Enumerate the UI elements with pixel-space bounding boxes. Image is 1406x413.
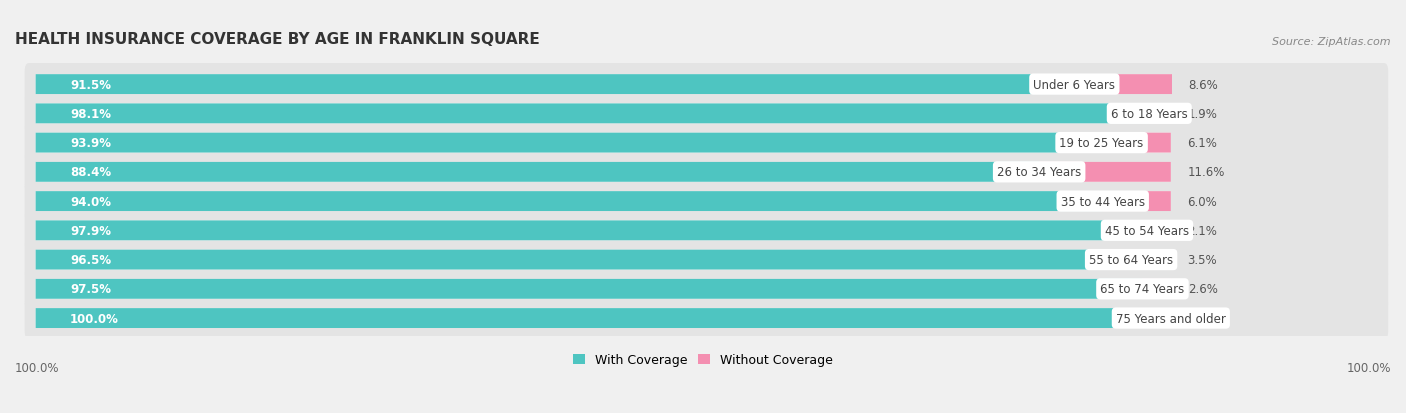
Text: 0.0%: 0.0% [1187,312,1218,325]
FancyBboxPatch shape [35,133,1171,153]
FancyBboxPatch shape [35,192,1171,211]
FancyBboxPatch shape [25,152,1388,193]
Text: 100.0%: 100.0% [15,361,59,374]
Text: 26 to 34 Years: 26 to 34 Years [997,166,1081,179]
FancyBboxPatch shape [1149,104,1171,124]
FancyBboxPatch shape [35,279,1143,299]
FancyBboxPatch shape [25,64,1388,106]
Text: Under 6 Years: Under 6 Years [1033,78,1115,91]
Text: 1.9%: 1.9% [1187,108,1218,121]
Text: 91.5%: 91.5% [70,78,111,91]
Text: 94.0%: 94.0% [70,195,111,208]
FancyBboxPatch shape [35,309,1171,328]
FancyBboxPatch shape [1102,192,1171,211]
FancyBboxPatch shape [35,162,1171,183]
FancyBboxPatch shape [25,180,1388,223]
Text: 97.5%: 97.5% [70,282,111,296]
Text: 6.1%: 6.1% [1187,137,1218,150]
Text: 97.9%: 97.9% [70,224,111,237]
FancyBboxPatch shape [1143,279,1173,299]
FancyBboxPatch shape [35,192,1102,211]
Text: 96.5%: 96.5% [70,254,111,266]
FancyBboxPatch shape [35,75,1074,95]
FancyBboxPatch shape [35,309,1171,328]
FancyBboxPatch shape [35,221,1147,241]
Text: 93.9%: 93.9% [70,137,111,150]
FancyBboxPatch shape [1074,75,1173,95]
FancyBboxPatch shape [35,250,1171,270]
Text: 55 to 64 Years: 55 to 64 Years [1090,254,1173,266]
Text: 88.4%: 88.4% [70,166,111,179]
FancyBboxPatch shape [1039,162,1171,183]
Text: 45 to 54 Years: 45 to 54 Years [1105,224,1189,237]
Text: Source: ZipAtlas.com: Source: ZipAtlas.com [1272,37,1391,47]
FancyBboxPatch shape [25,268,1388,310]
Text: 19 to 25 Years: 19 to 25 Years [1060,137,1143,150]
Text: 2.6%: 2.6% [1188,282,1219,296]
FancyBboxPatch shape [35,104,1171,124]
FancyBboxPatch shape [35,250,1130,270]
Text: 2.1%: 2.1% [1187,224,1218,237]
Text: HEALTH INSURANCE COVERAGE BY AGE IN FRANKLIN SQUARE: HEALTH INSURANCE COVERAGE BY AGE IN FRAN… [15,32,540,47]
FancyBboxPatch shape [35,162,1039,183]
FancyBboxPatch shape [25,239,1388,281]
Text: 8.6%: 8.6% [1188,78,1218,91]
FancyBboxPatch shape [25,122,1388,164]
Text: 6 to 18 Years: 6 to 18 Years [1111,108,1188,121]
FancyBboxPatch shape [35,221,1171,241]
Text: 6.0%: 6.0% [1187,195,1218,208]
Text: 65 to 74 Years: 65 to 74 Years [1101,282,1185,296]
Text: 75 Years and older: 75 Years and older [1116,312,1226,325]
Text: 100.0%: 100.0% [70,312,120,325]
FancyBboxPatch shape [35,104,1149,124]
FancyBboxPatch shape [35,75,1171,95]
FancyBboxPatch shape [25,297,1388,339]
FancyBboxPatch shape [35,133,1101,153]
FancyBboxPatch shape [1101,133,1171,153]
Text: 35 to 44 Years: 35 to 44 Years [1060,195,1144,208]
FancyBboxPatch shape [1130,250,1171,270]
Text: 100.0%: 100.0% [1347,361,1391,374]
FancyBboxPatch shape [35,279,1171,299]
FancyBboxPatch shape [25,210,1388,252]
FancyBboxPatch shape [1147,221,1171,241]
Text: 11.6%: 11.6% [1187,166,1225,179]
Legend: With Coverage, Without Coverage: With Coverage, Without Coverage [572,354,834,366]
Text: 98.1%: 98.1% [70,108,111,121]
FancyBboxPatch shape [25,93,1388,135]
Text: 3.5%: 3.5% [1187,254,1218,266]
